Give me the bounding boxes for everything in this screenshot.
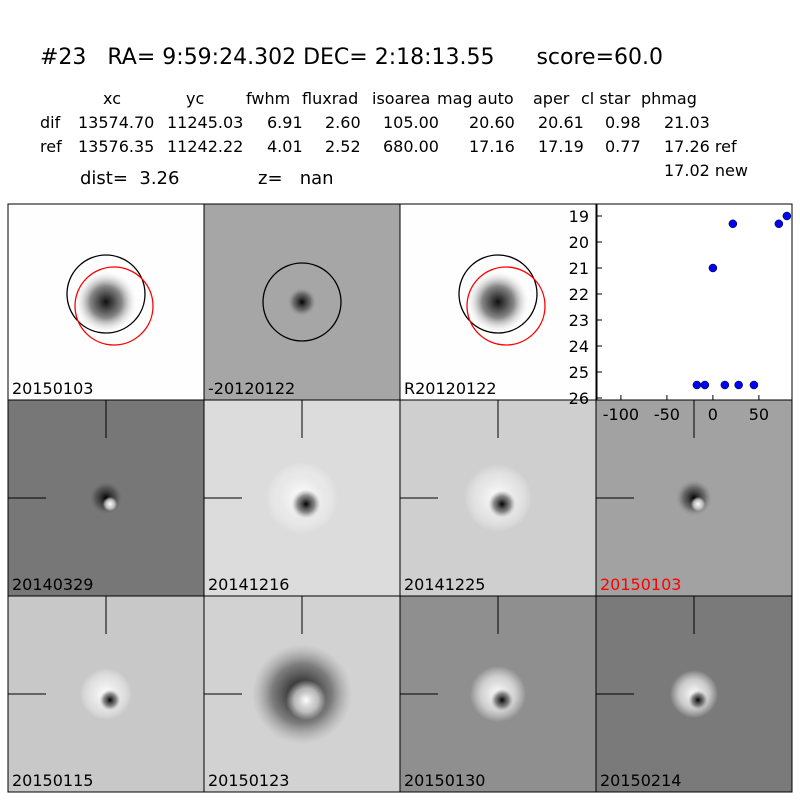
stamp-label: 20140329 <box>12 575 93 594</box>
x-tick-label: 50 <box>749 405 769 424</box>
cell: 17.19 <box>538 137 584 156</box>
stamp-label: R20120122 <box>404 379 497 398</box>
column-header: aper <box>533 89 570 108</box>
note: 17.02 new <box>664 161 748 180</box>
y-tick-label: 21 <box>569 259 589 278</box>
cell: 13574.70 <box>78 113 154 132</box>
cell: dif <box>40 113 61 132</box>
cell: 105.00 <box>383 113 439 132</box>
column-header: fwhm <box>246 89 290 108</box>
source <box>288 288 316 316</box>
cell: 2.60 <box>325 113 361 132</box>
cell: 4.01 <box>267 137 303 156</box>
column-header: fluxrad <box>302 89 358 108</box>
cell: 11245.03 <box>167 113 243 132</box>
source <box>88 480 124 516</box>
point <box>708 263 718 273</box>
y-tick-label: 22 <box>569 285 589 304</box>
y-tick-label: 19 <box>569 207 589 226</box>
stamp-label: 20150115 <box>12 771 93 790</box>
cell: 20.61 <box>538 113 584 132</box>
column-header: xc <box>103 89 121 108</box>
point <box>720 380 730 390</box>
plot-area <box>596 203 793 401</box>
stamp-label: 20150123 <box>208 771 289 790</box>
source <box>74 270 138 334</box>
stamp-label: -20120122 <box>208 379 295 398</box>
dist: dist= 3.26 <box>80 168 179 189</box>
column-header: isoarea <box>372 89 430 108</box>
cell: 17.16 <box>469 137 515 156</box>
stamp-label: 20150214 <box>600 771 681 790</box>
y-tick-label: 23 <box>569 311 589 330</box>
source-core <box>102 496 118 512</box>
x-tick-label: 0 <box>708 405 718 424</box>
stamp-label: 20150103 <box>600 575 681 594</box>
z: z= nan <box>258 168 334 189</box>
cell: 13576.35 <box>78 137 154 156</box>
source-core <box>488 490 516 518</box>
point <box>774 219 784 229</box>
cell: 0.98 <box>605 113 641 132</box>
source-core <box>99 689 121 711</box>
cell: 2.52 <box>325 137 361 156</box>
point <box>749 380 759 390</box>
cell: 0.77 <box>605 137 641 156</box>
y-tick-label: 26 <box>569 389 589 408</box>
cell: 6.91 <box>267 113 303 132</box>
y-tick-label: 25 <box>569 363 589 382</box>
column-header: mag auto <box>437 89 514 108</box>
point <box>692 380 702 390</box>
source-core <box>690 496 706 512</box>
aperture-circle <box>466 266 546 346</box>
stamp-label: 20141225 <box>404 575 485 594</box>
stamp-label: 20141216 <box>208 575 289 594</box>
y-tick-label: 20 <box>569 233 589 252</box>
cell: 17.26 ref <box>664 137 737 156</box>
column-header: cl star <box>581 89 631 108</box>
x-tick-label: -100 <box>603 405 639 424</box>
cell: 20.60 <box>469 113 515 132</box>
aperture-circle <box>262 262 342 342</box>
cell: 21.03 <box>664 113 710 132</box>
y-tick-label: 24 <box>569 337 589 356</box>
cell: 680.00 <box>383 137 439 156</box>
point <box>782 211 792 221</box>
title: #23 RA= 9:59:24.302 DEC= 2:18:13.55 scor… <box>40 45 663 70</box>
column-header: yc <box>186 89 204 108</box>
aperture-circle <box>458 254 538 334</box>
stamp-label: 20150103 <box>12 379 93 398</box>
aperture-circle <box>74 266 154 346</box>
source-core <box>688 690 708 710</box>
aperture-circle <box>66 254 146 334</box>
point <box>734 380 743 390</box>
source-core <box>291 489 321 519</box>
x-tick-label: -50 <box>654 405 680 424</box>
source-core <box>286 680 326 720</box>
point <box>700 380 710 390</box>
point <box>728 219 738 229</box>
source-core <box>490 688 514 712</box>
source <box>466 270 530 334</box>
stamp-label: 20150130 <box>404 771 485 790</box>
source <box>676 480 712 516</box>
column-header: phmag <box>641 89 697 108</box>
cell: 11242.22 <box>167 137 243 156</box>
cell: ref <box>40 137 62 156</box>
